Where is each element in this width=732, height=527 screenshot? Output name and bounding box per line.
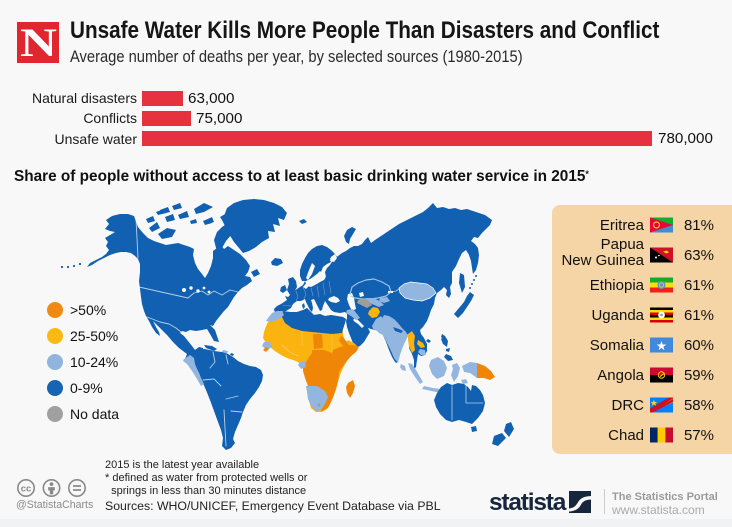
svg-text:61%: 61% — [684, 277, 714, 294]
svg-text:Chad: Chad — [608, 427, 644, 444]
svg-text:57%: 57% — [684, 427, 714, 444]
svg-text:New Guinea: New Guinea — [561, 252, 644, 269]
svg-text:cc: cc — [21, 483, 32, 494]
svg-text:61%: 61% — [684, 307, 714, 324]
svg-text:Somalia: Somalia — [590, 337, 645, 354]
svg-text:Eritrea: Eritrea — [600, 217, 645, 234]
svg-text:DRC: DRC — [612, 397, 645, 414]
svg-text:Papua: Papua — [601, 236, 645, 253]
svg-text:Ethiopia: Ethiopia — [590, 277, 645, 294]
svg-text:Uganda: Uganda — [591, 307, 644, 324]
svg-text:59%: 59% — [684, 367, 714, 384]
svg-text:63%: 63% — [684, 247, 714, 264]
svg-text:58%: 58% — [684, 397, 714, 414]
svg-text:81%: 81% — [684, 217, 714, 234]
svg-text:60%: 60% — [684, 337, 714, 354]
svg-text:Angola: Angola — [597, 367, 644, 384]
